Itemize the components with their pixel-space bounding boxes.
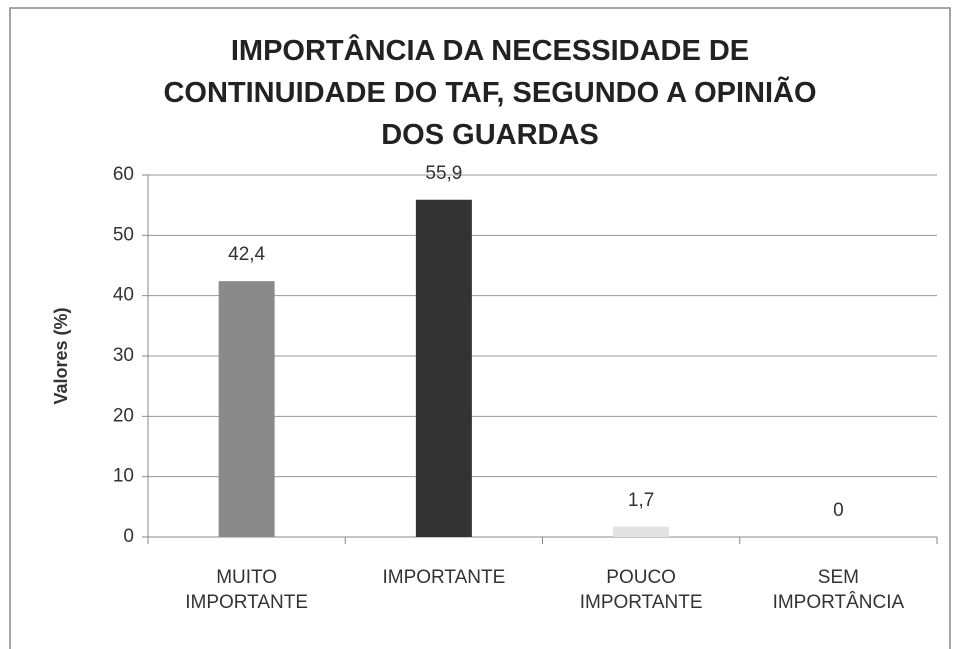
chart-frame [9, 7, 951, 649]
bar [218, 281, 275, 537]
y-axis-label: Valores (%) [51, 307, 71, 404]
x-tick-label: POUCO IMPORTANTE [579, 567, 703, 613]
y-tick-label: 30 [113, 345, 134, 366]
y-tick-label: 50 [113, 224, 134, 245]
x-tick-label: IMPORTANTE [382, 567, 506, 588]
data-label: 42,4 [228, 244, 265, 265]
chart-title: IMPORTÂNCIA DA NECESSIDADE DE CONTINUIDA… [163, 35, 817, 151]
bar [415, 199, 472, 537]
y-tick-label: 0 [123, 526, 134, 547]
x-tick-label: MUITO IMPORTANTE [185, 567, 309, 613]
y-tick-label: 40 [113, 285, 134, 306]
y-tick-label: 60 [113, 164, 134, 185]
y-tick-label: 10 [113, 466, 134, 487]
data-label: 0 [833, 500, 844, 521]
x-tick-label: SEM IMPORTÂNCIA [772, 567, 905, 613]
data-label: 1,7 [628, 490, 654, 511]
y-tick-label: 20 [113, 405, 134, 426]
data-label: 55,9 [425, 163, 462, 184]
bar [613, 526, 670, 537]
